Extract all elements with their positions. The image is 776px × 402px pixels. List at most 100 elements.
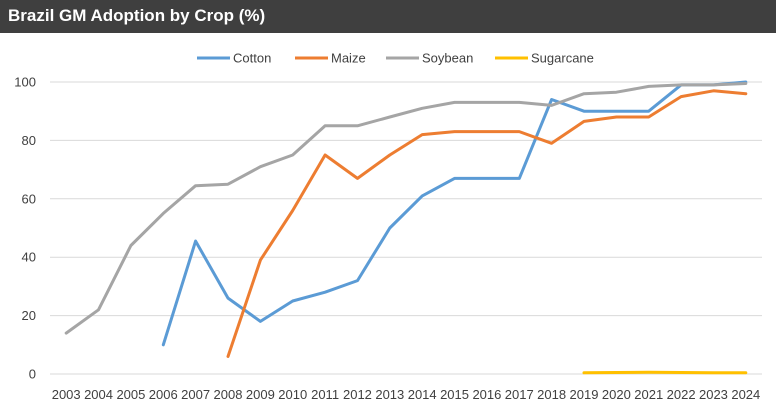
data-point-soybean xyxy=(324,124,327,127)
data-point-maize xyxy=(550,142,553,145)
data-point-maize xyxy=(388,154,391,157)
data-point-soybean xyxy=(518,101,521,104)
data-point-maize xyxy=(712,89,715,92)
data-point-maize xyxy=(291,209,294,212)
data-point-cotton xyxy=(647,110,650,113)
series-line-cotton xyxy=(161,80,748,347)
data-point-maize xyxy=(356,177,359,180)
data-point-soybean xyxy=(615,91,618,94)
data-point-cotton xyxy=(291,300,294,303)
x-tick-label: 2017 xyxy=(505,387,534,402)
x-tick-label: 2012 xyxy=(343,387,372,402)
data-point-maize xyxy=(421,133,424,136)
data-point-soybean xyxy=(356,124,359,127)
data-point-cotton xyxy=(550,98,553,101)
data-point-maize xyxy=(259,259,262,262)
data-point-soybean xyxy=(453,101,456,104)
data-point-soybean xyxy=(227,183,230,186)
data-point-sugarcane xyxy=(583,371,586,374)
x-tick-label: 2006 xyxy=(149,387,178,402)
data-point-soybean xyxy=(65,332,68,335)
y-tick-label: 80 xyxy=(22,133,36,148)
data-point-soybean xyxy=(259,165,262,168)
data-point-soybean xyxy=(421,107,424,110)
data-point-cotton xyxy=(485,177,488,180)
x-tick-label: 2005 xyxy=(116,387,145,402)
legend-item-sugarcane: Sugarcane xyxy=(495,51,594,66)
data-point-cotton xyxy=(324,291,327,294)
data-point-cotton xyxy=(356,279,359,282)
y-tick-label: 100 xyxy=(14,75,36,90)
data-point-soybean xyxy=(388,116,391,119)
chart-title: Brazil GM Adoption by Crop (%) xyxy=(8,6,266,25)
data-point-soybean xyxy=(583,92,586,95)
gridlines xyxy=(50,81,762,375)
series-line-maize xyxy=(226,89,748,358)
x-tick-label: 2008 xyxy=(214,387,243,402)
legend-item-soybean: Soybean xyxy=(386,51,473,66)
x-tick-label: 2016 xyxy=(472,387,501,402)
legend-label-soybean: Soybean xyxy=(422,51,473,66)
x-tick-label: 2010 xyxy=(278,387,307,402)
x-tick-label: 2018 xyxy=(537,387,566,402)
data-point-cotton xyxy=(388,227,391,230)
data-point-soybean xyxy=(129,244,132,247)
x-tick-label: 2003 xyxy=(52,387,81,402)
data-point-soybean xyxy=(550,104,553,107)
data-point-sugarcane xyxy=(744,371,747,374)
data-point-sugarcane xyxy=(615,371,618,374)
data-point-cotton xyxy=(227,297,230,300)
x-axis: 2003 2004 2005 2006 2007 2008 2009 2010 2011 2012… xyxy=(52,387,761,402)
data-point-soybean xyxy=(291,154,294,157)
data-point-soybean xyxy=(485,101,488,104)
legend-item-cotton: Cotton xyxy=(197,51,271,66)
data-point-soybean xyxy=(162,212,165,215)
legend-label-maize: Maize xyxy=(331,51,366,66)
data-point-maize xyxy=(518,130,521,133)
y-tick-label: 0 xyxy=(29,367,36,382)
y-tick-label: 20 xyxy=(22,308,36,323)
data-point-maize xyxy=(744,92,747,95)
data-point-cotton xyxy=(583,110,586,113)
data-point-cotton xyxy=(421,194,424,197)
series-cotton xyxy=(161,80,748,347)
x-tick-label: 2022 xyxy=(667,387,696,402)
data-point-maize xyxy=(453,130,456,133)
series-line-sugarcane xyxy=(582,370,748,375)
data-point-maize xyxy=(324,154,327,157)
series-lines xyxy=(64,80,748,375)
data-point-soybean xyxy=(712,83,715,86)
x-tick-label: 2013 xyxy=(375,387,404,402)
data-point-maize xyxy=(615,116,618,119)
data-point-soybean xyxy=(647,85,650,88)
data-point-maize xyxy=(583,120,586,123)
series-sugarcane xyxy=(582,370,748,375)
x-tick-label: 2024 xyxy=(731,387,760,402)
x-tick-label: 2020 xyxy=(602,387,631,402)
x-tick-label: 2007 xyxy=(181,387,210,402)
x-tick-label: 2011 xyxy=(311,387,339,402)
x-tick-label: 2009 xyxy=(246,387,275,402)
series-maize xyxy=(226,89,748,358)
data-point-cotton xyxy=(259,320,262,323)
legend-label-sugarcane: Sugarcane xyxy=(531,51,594,66)
data-point-cotton xyxy=(162,343,165,346)
x-tick-label: 2023 xyxy=(699,387,728,402)
y-tick-label: 60 xyxy=(22,191,36,206)
data-point-soybean xyxy=(680,83,683,86)
data-point-cotton xyxy=(518,177,521,180)
data-point-soybean xyxy=(194,184,197,187)
x-tick-label: 2015 xyxy=(440,387,469,402)
data-point-maize xyxy=(485,130,488,133)
data-point-maize xyxy=(680,95,683,98)
y-tick-label: 40 xyxy=(22,250,36,265)
data-point-maize xyxy=(227,355,230,358)
y-axis: 0 20 40 60 80 100 xyxy=(14,75,36,382)
data-point-sugarcane xyxy=(647,371,650,374)
data-point-sugarcane xyxy=(680,371,683,374)
legend-item-maize: Maize xyxy=(295,51,366,66)
legend: Cotton Maize Soybean Sugarcane xyxy=(197,51,594,66)
x-tick-label: 2004 xyxy=(84,387,113,402)
data-point-cotton xyxy=(194,240,197,243)
